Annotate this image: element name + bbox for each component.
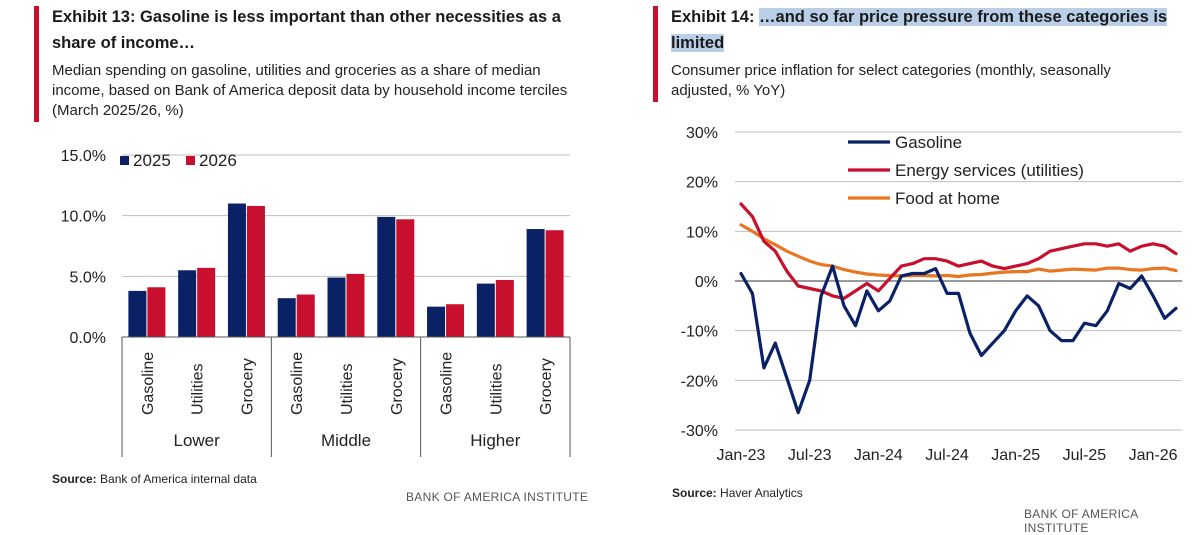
bar-2026	[296, 294, 315, 337]
bar-2025	[327, 277, 346, 337]
source-label: Source:	[52, 472, 97, 486]
y-tick-label: 5.0%	[70, 269, 106, 286]
series-line-food	[739, 223, 1178, 279]
legend-label: Gasoline	[895, 133, 962, 152]
bar-2026	[147, 287, 166, 337]
exhibit-13-subtitle: Median spending on gasoline, utilities a…	[52, 62, 568, 119]
x-category-label: Grocery	[389, 358, 406, 415]
bar-2026	[396, 219, 415, 337]
x-category-label: Gasoline	[140, 352, 157, 415]
accent-bar	[34, 6, 39, 122]
x-category-label: Utilities	[190, 363, 207, 415]
accent-bar	[653, 6, 658, 102]
bar-2026	[545, 230, 564, 337]
bar-2025	[277, 298, 296, 337]
x-category-label: Grocery	[538, 358, 555, 415]
y-tick-label: 10%	[686, 224, 718, 241]
source-label: Source:	[672, 486, 717, 500]
bar-2026	[246, 205, 265, 337]
bar-2026	[446, 304, 465, 337]
x-tick-label: Jan-26	[1129, 447, 1178, 464]
group-label: Lower	[174, 431, 221, 450]
y-tick-label: 0.0%	[70, 330, 106, 347]
y-tick-label: -30%	[681, 423, 718, 440]
source-text: Bank of America internal data	[100, 472, 257, 486]
x-tick-label: Jul-23	[788, 447, 832, 464]
y-tick-label: 15.0%	[61, 148, 106, 165]
exhibit-13-title: Exhibit 13: Gasoline is less important t…	[52, 8, 561, 52]
y-tick-label: 10.0%	[61, 209, 106, 226]
bar-2025	[476, 283, 495, 337]
legend-swatch	[120, 156, 129, 165]
bar-2026	[346, 273, 365, 337]
y-tick-label: -20%	[681, 373, 718, 390]
bar-2026	[495, 279, 514, 337]
legend-label: Energy services (utilities)	[895, 161, 1084, 180]
group-label: Higher	[470, 431, 520, 450]
group-label: Middle	[321, 431, 371, 450]
exhibit-14-title: Exhibit 14: …and so far price pressure f…	[671, 4, 1171, 56]
bar-2025	[427, 306, 446, 337]
y-tick-label: 30%	[686, 125, 718, 142]
footer-label: BANK OF AMERICA INSTITUTE	[406, 490, 589, 504]
exhibit-14-subtitle: Consumer price inflation for select cate…	[671, 62, 1111, 99]
bar-2025	[178, 270, 197, 337]
line-chart: -30% -20% -10% 0% 10% 20% 30% Jan-23 Jul-23 Jan-2…	[681, 125, 1182, 464]
x-category-label: Utilities	[488, 363, 505, 415]
y-tick-label: 0%	[695, 274, 718, 291]
x-category-label: Utilities	[339, 363, 356, 415]
legend-label: 2026	[199, 151, 237, 170]
footer-label: BANK OF AMERICA INSTITUTE	[1024, 507, 1138, 535]
exhibit-13-source: Source: Bank of America internal data	[52, 472, 257, 486]
x-tick-label: Jul-24	[925, 447, 969, 464]
legend-label: 2025	[133, 151, 171, 170]
y-tick-label: 20%	[686, 175, 718, 192]
x-tick-label: Jan-24	[854, 447, 903, 464]
bar-chart: 0.0% 5.0% 10.0% 15.0% Gasoline Utilities Groce…	[61, 148, 571, 457]
x-category-label: Grocery	[239, 358, 256, 415]
series-line-energy	[739, 202, 1178, 300]
bar-2025	[227, 203, 246, 337]
y-tick-label: -10%	[681, 324, 718, 341]
series-line-gasoline	[739, 264, 1178, 415]
exhibit-13-panel: Exhibit 13: Gasoline is less important t…	[0, 0, 600, 527]
title-prefix: Exhibit 14:	[671, 8, 760, 26]
legend-label: Food at home	[895, 189, 1000, 208]
bar-2025	[377, 216, 396, 337]
exhibit-14-source: Source: Haver Analytics	[672, 486, 803, 500]
x-tick-label: Jan-25	[991, 447, 1040, 464]
x-tick-label: Jul-25	[1063, 447, 1107, 464]
bar-2025	[526, 229, 545, 337]
x-category-label: Gasoline	[439, 352, 456, 415]
source-text: Haver Analytics	[720, 486, 803, 500]
bar-2026	[197, 267, 216, 337]
exhibit-14-panel: Exhibit 14: …and so far price pressure f…	[600, 0, 1200, 535]
bar-2025	[128, 290, 147, 337]
x-category-label: Gasoline	[289, 352, 306, 415]
legend-swatch	[186, 156, 195, 165]
x-tick-label: Jan-23	[717, 447, 766, 464]
